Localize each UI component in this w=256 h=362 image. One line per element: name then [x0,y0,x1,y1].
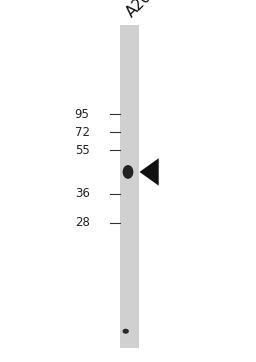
Text: 95: 95 [75,108,90,121]
Text: 55: 55 [75,144,90,157]
Text: 36: 36 [75,187,90,200]
Text: 28: 28 [75,216,90,229]
Ellipse shape [122,329,129,334]
Ellipse shape [123,165,133,179]
Text: A2058: A2058 [124,0,169,20]
Text: 72: 72 [74,126,90,139]
Polygon shape [140,158,159,186]
Bar [120,25,139,348]
